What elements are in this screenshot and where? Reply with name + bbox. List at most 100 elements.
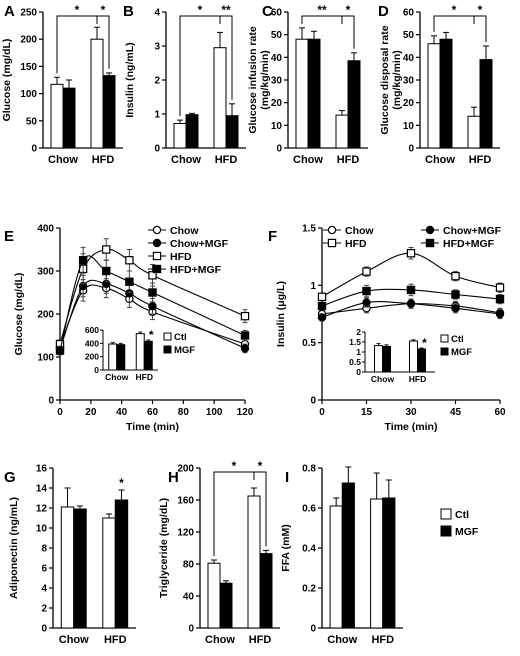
y-tick-label: 0 [41,624,47,635]
legend-marker-hfd [327,238,337,248]
inset-legend-label-ctl: Ctl [174,332,187,343]
series-hfd [317,246,505,302]
legend-label-mgf: MGF [455,526,479,538]
category-label: Chow [171,154,201,166]
bar-hfd-mgf [347,60,361,149]
y-axis-label: FFA (mM) [280,524,292,571]
y-tick-label: 1 [310,281,316,292]
y-tick-label: 300 [37,267,54,278]
significance-bracket [473,15,487,42]
x-tick-label: 100 [206,407,223,418]
bar-hfd-ctl [90,38,104,149]
legend-swatch-mgf [440,525,452,537]
significance-label: * [346,3,351,17]
significance-bracket [219,15,233,100]
bar-hfd-ctl [335,114,349,149]
significance-label: * [198,3,203,17]
bar-chow-ctl [60,506,75,629]
legend-marker-chow [327,225,337,235]
data-point [148,288,157,297]
y-tick-label: 60 [271,8,283,19]
bar-hfd-ctl [247,495,261,629]
inset-bar-chow-mgf [382,345,391,373]
y-tick-label: 0.5 [302,338,316,349]
category-label: Chow [425,154,455,166]
significance-bracket [341,15,355,49]
y-tick-label: 10 [36,524,48,535]
inset-legend-label-mgf: MGF [174,345,195,356]
x-tick-label: 30 [405,407,417,418]
series-hfd-plus-mgf [55,246,250,356]
significance-bracket [253,471,267,547]
inset-category-label: Chow [105,372,129,382]
data-point [102,245,111,254]
inset-bar-chart: 0 200 400 600 Chow HFD * Ctl MGF [77,324,195,386]
bar-chow-ctl [50,83,64,149]
panel-letter: A [4,3,15,20]
inset-bar-hfd-mgf [143,340,153,371]
inset-legend-label-mgf: MGF [451,347,472,358]
data-point [148,271,157,280]
inset-bar-chow-ctl [108,343,118,371]
panel-a: A 0 50 100 150 200 250 Chow HFD Glucose (mg/dL) * * [1,3,123,166]
y-tick-label: 60 [403,8,415,19]
y-tick-label: 40 [183,592,195,603]
x-tick-label: 60 [494,407,506,418]
y-tick-label: 40 [271,53,283,64]
category-label: Chow [205,634,235,646]
y-tick-label: 80 [183,560,195,571]
category-label: HFD [215,154,238,166]
y-tick-label: 14 [36,484,48,495]
panel-c: C 0 10 20 30 40 50 60 Chow HFD Glucose infusion ra… [247,3,368,166]
legend-label-chow: Chow [345,225,374,237]
series-chow-plus-mgf [317,297,505,322]
y-tick-label: 30 [271,76,283,87]
bar-chow-mgf [185,114,199,149]
y-tick-label: 50 [403,30,415,41]
y-tick-label: 0.4 [302,544,316,555]
category-label: HFD [337,154,360,166]
y-axis-label: Glucose disposal rate(mg/kg/min) [379,25,403,134]
y-tick-label: 20 [271,98,283,109]
y-tick-label: 12 [36,504,48,515]
y-tick-label: 1 [154,110,160,121]
significance-bracket [301,15,343,24]
legend-label-hfd-plus-mgf: HFD+MGF [443,238,495,250]
significance-label: * [258,459,263,473]
y-tick-label: 2 [154,76,160,87]
y-tick-label: 0 [31,144,37,155]
legend-marker-chow [152,225,162,235]
y-tick-label: 6 [41,564,47,575]
bar-hfd-ctl [102,517,116,629]
bar-chow-mgf [439,38,453,149]
legend-label-chow-plus-mgf: Chow+MGF [443,225,502,237]
inset-y-tick-label: 200 [85,352,99,362]
data-point [240,311,250,321]
panel-letter: E [4,228,14,245]
bar-hfd-mgf [259,553,273,629]
panel-g: G 0 2 4 6 8 10 12 14 16 Chow HFD Adiponectin (ng/mL)… [4,464,136,646]
bar-hfd-mgf [102,75,116,149]
category-label: Chow [327,634,357,646]
y-tick-label: 10 [403,121,415,132]
category-label: HFD [469,154,492,166]
legend-label-chow-plus-mgf: Chow+MGF [170,238,229,250]
x-axis-label: Time (min) [126,421,179,433]
inset-y-tick-label: 0 [356,367,361,377]
y-tick-label: 250 [20,8,37,19]
category-label: HFD [371,634,394,646]
data-point [240,344,250,353]
bar-hfd-mgf [114,499,129,629]
y-tick-label: 10 [271,121,283,132]
inset-legend-swatch-ctl [163,332,172,341]
x-tick-label: 80 [178,407,190,418]
y-tick-label: 200 [20,35,37,46]
series-line [59,279,246,350]
data-point [78,256,88,265]
y-axis-label-group: Glucose infusion rate(mg/kg/min) [247,26,271,134]
y-tick-label: 0 [310,624,316,635]
y-axis-label: Adiponectin (ng/mL) [8,497,20,599]
x-tick-label: 15 [361,407,373,418]
